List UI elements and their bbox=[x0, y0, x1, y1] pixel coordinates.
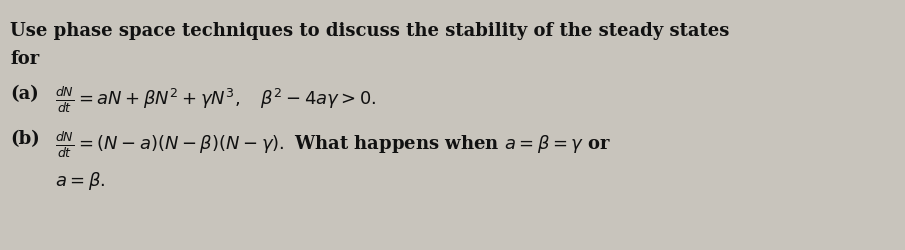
Text: $\frac{dN}{dt} = aN + \beta N^2 + \gamma N^3, \quad \beta^2 - 4a\gamma > 0.$: $\frac{dN}{dt} = aN + \beta N^2 + \gamma… bbox=[55, 85, 376, 115]
Text: $\frac{dN}{dt} = (N - a)(N - \beta)(N - \gamma).$ What happens when $a = \beta =: $\frac{dN}{dt} = (N - a)(N - \beta)(N - … bbox=[55, 130, 611, 160]
Text: (b): (b) bbox=[10, 130, 40, 148]
Text: (a): (a) bbox=[10, 85, 39, 103]
Text: for: for bbox=[10, 50, 39, 68]
Text: Use phase space techniques to discuss the stability of the steady states: Use phase space techniques to discuss th… bbox=[10, 22, 729, 40]
Text: $a = \beta.$: $a = \beta.$ bbox=[55, 170, 105, 192]
